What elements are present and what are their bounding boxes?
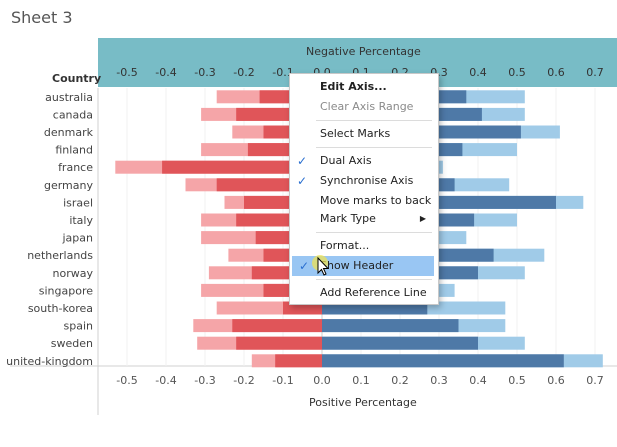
menu-item-dual-axis[interactable]: ✓ Dual Axis [290,151,438,171]
country-label-italy[interactable]: italy [69,214,93,227]
menu-separator [316,120,432,121]
check-icon: ✓ [297,174,308,188]
menu-item-format[interactable]: Format... [290,236,438,256]
country-label-israel[interactable]: israel [63,196,93,209]
menu-separator [316,279,432,280]
country-label-japan[interactable]: japan [62,232,94,245]
menu-item-label: Add Reference Line [320,286,427,299]
bar-spain-series-1[interactable] [232,319,322,333]
menu-item-move-marks-to-back[interactable]: Move marks to back [290,191,438,211]
bottom-tick-label: -0.5 [116,374,137,387]
menu-item-label: Mark Type [320,212,376,225]
mouse-pointer-icon [312,255,330,276]
country-label-united-kingdom[interactable]: united-kingdom [6,355,93,368]
top-tick-label: 0.6 [547,66,565,79]
bottom-tick-label: -0.1 [272,374,293,387]
menu-item-label: Show Header [320,259,394,272]
bar-sweden-series-1[interactable] [236,336,322,350]
top-tick-label: 0.4 [469,66,487,79]
top-tick-label: 0.5 [508,66,526,79]
country-label-denmark[interactable]: denmark [44,126,94,139]
bar-united-kingdom-series-1[interactable] [275,354,322,368]
menu-item-label: Dual Axis [320,154,372,167]
bottom-tick-label: 0.0 [313,374,331,387]
menu-item-edit-axis[interactable]: Edit Axis... [290,77,438,97]
check-icon: ✓ [299,259,310,273]
menu-item-synchronise-axis[interactable]: ✓ Synchronise Axis [290,171,438,191]
menu-item-label: Clear Axis Range [320,100,414,113]
menu-item-add-reference-line[interactable]: Add Reference Line [290,283,438,303]
bottom-tick-label: -0.2 [233,374,254,387]
bar-spain-series-2[interactable] [322,319,459,333]
menu-item-mark-type[interactable]: Mark Type ▶ [290,209,438,229]
submenu-arrow-icon: ▶ [419,214,426,223]
bottom-tick-label: 0.2 [391,374,409,387]
sheet-title: Sheet 3 [11,8,73,27]
country-label-norway[interactable]: norway [53,267,94,280]
top-axis-title[interactable]: Negative Percentage [306,45,421,58]
menu-item-select-marks[interactable]: Select Marks [290,124,438,144]
menu-item-label: Edit Axis... [320,80,387,93]
country-label-singapore[interactable]: singapore [39,284,93,297]
menu-item-label: Synchronise Axis [320,174,414,187]
menu-item-label: Format... [320,239,370,252]
top-tick-label: -0.4 [155,66,176,79]
bottom-tick-label: 0.1 [352,374,370,387]
top-tick-label: -0.1 [272,66,293,79]
bottom-tick-label: 0.3 [430,374,448,387]
bottom-tick-label: 0.5 [508,374,526,387]
bar-france-series-1[interactable] [162,160,322,174]
top-tick-label: -0.5 [116,66,137,79]
top-tick-label: -0.3 [194,66,215,79]
country-label-spain[interactable]: spain [64,320,94,333]
country-label-netherlands[interactable]: netherlands [27,249,93,262]
top-tick-label: -0.2 [233,66,254,79]
top-tick-label: 0.7 [586,66,604,79]
country-label-canada[interactable]: canada [53,108,93,121]
bottom-tick-label: 0.7 [586,374,604,387]
bottom-tick-label: -0.3 [194,374,215,387]
country-label-australia[interactable]: australia [45,91,93,104]
menu-item-label: Select Marks [320,127,391,140]
country-label-france[interactable]: france [58,161,93,174]
country-label-sweden[interactable]: sweden [51,337,93,350]
check-icon: ✓ [297,154,308,168]
country-label-south-korea[interactable]: south-korea [28,302,93,315]
menu-item-label: Move marks to back [320,194,432,207]
bar-sweden-series-2[interactable] [322,336,478,350]
country-label-finland[interactable]: finland [55,144,93,157]
menu-separator [316,147,432,148]
menu-separator [316,232,432,233]
bottom-tick-label: 0.6 [547,374,565,387]
bottom-tick-label: 0.4 [469,374,487,387]
row-header-country[interactable]: Country [52,72,102,85]
menu-item-clear-axis-range: Clear Axis Range [290,97,438,117]
bottom-axis-title[interactable]: Positive Percentage [309,396,417,409]
country-label-germany[interactable]: germany [44,179,94,192]
bar-united-kingdom-series-2[interactable] [322,354,564,368]
bottom-tick-label: -0.4 [155,374,176,387]
